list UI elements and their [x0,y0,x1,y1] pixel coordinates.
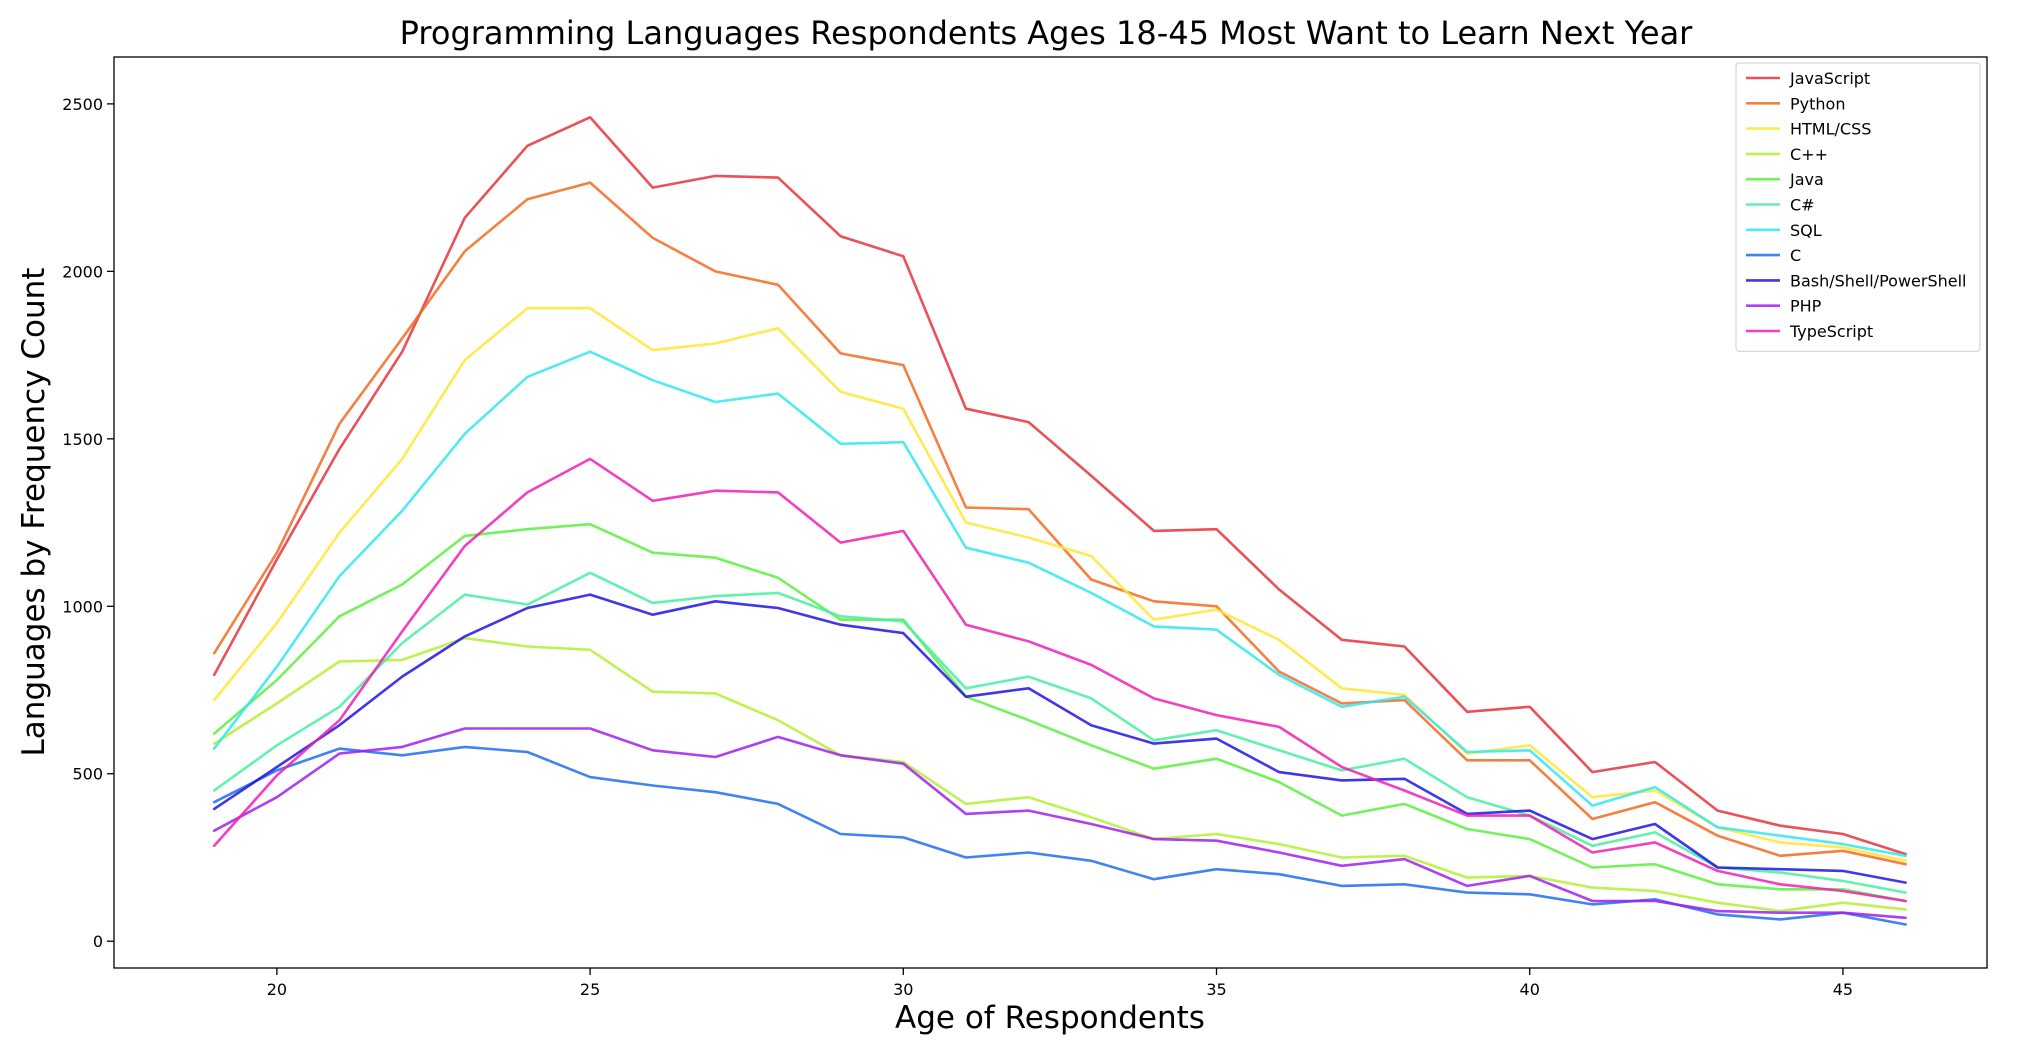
y-tick-label: 0 [93,932,103,951]
series-lines [212,116,1907,926]
legend-entry: Python [1790,94,1845,113]
legend-entry: Java [1789,170,1824,189]
legend-entry: JavaScript [1789,69,1870,88]
x-tick-label: 30 [893,980,913,999]
legend-entry: C++ [1790,145,1828,164]
x-tick-label: 45 [1833,980,1853,999]
x-tick-label: 20 [267,980,287,999]
series-line-c [212,636,1907,913]
x-tick-label: 25 [580,980,600,999]
legend-entry: Bash/Shell/PowerShell [1790,271,1966,290]
legend-entry: TypeScript [1789,322,1873,341]
axis-ticks: 20 25 30 35 40 45 0 500 1000 1500 2000 2500 [62,95,1853,999]
y-tick-label: 500 [72,765,103,784]
x-tick-label: 35 [1206,980,1226,999]
y-tick-label: 1500 [62,430,103,449]
series-line-java [212,522,1907,903]
series-line-python [212,181,1907,866]
series-line-php [212,727,1907,920]
series-line-c [212,571,1907,894]
series-line-c [212,745,1907,926]
plot-frame [113,56,1988,969]
legend-entry: HTML/CSS [1790,120,1871,139]
y-tick-label: 2500 [62,95,103,114]
x-axis-label: Age of Respondents [895,1000,1205,1036]
y-tick-label: 2000 [62,262,103,281]
y-tick-label: 1000 [62,597,103,616]
legend-entry: C# [1790,196,1815,215]
legend-box [1735,62,1981,352]
series-line-javascript [212,116,1907,856]
series-line-sql [212,350,1907,858]
series-line-html-css [212,306,1907,863]
chart-title: Programming Languages Respondents Ages 1… [400,14,1694,52]
legend-entry: SQL [1790,221,1822,240]
x-tick-label: 40 [1520,980,1540,999]
series-line-typescript [212,457,1907,903]
legend-entry: PHP [1790,297,1822,316]
legend: JavaScript Python HTML/CSS C++ Java C# SQL C Bas… [1735,62,1981,352]
y-axis-label: Languages by Frequency Count [16,268,52,757]
legend-entry: C [1790,246,1801,265]
series-line-bash-shell-powershell [212,593,1907,884]
